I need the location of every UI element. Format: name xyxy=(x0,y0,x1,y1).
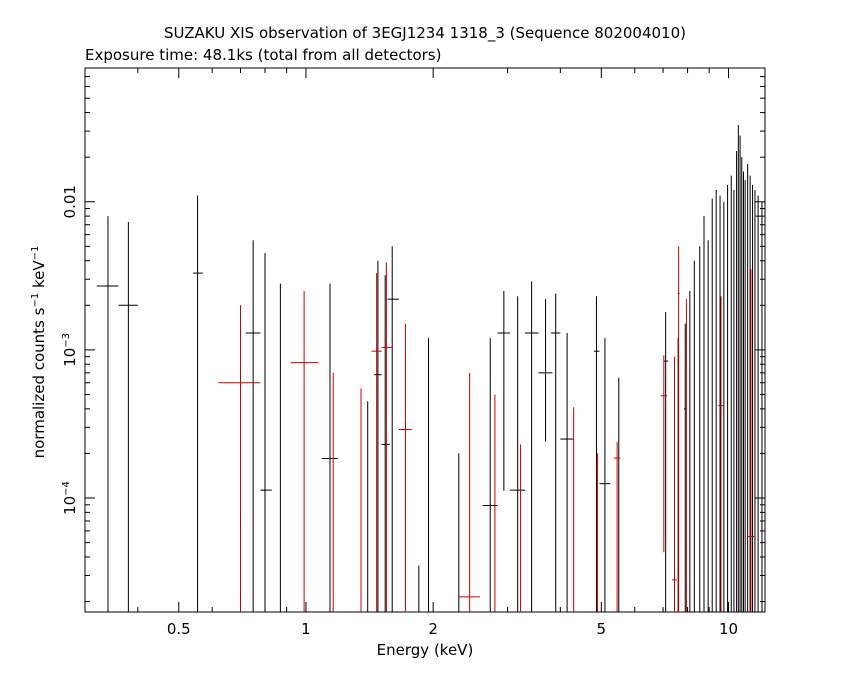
x-tick-label: 10 xyxy=(719,620,738,638)
y-axis-label: normalized counts s−1 keV−1 xyxy=(30,246,48,459)
y-axis-label-exp2: −1 xyxy=(30,246,41,261)
y-tick-label-exponent: −4 xyxy=(61,481,72,496)
y-axis-label-base: normalized counts s xyxy=(30,307,48,458)
x-tick-label: 1 xyxy=(301,620,311,638)
y-tick-label-exponent: −3 xyxy=(61,333,72,348)
x-tick-label: 2 xyxy=(428,620,438,638)
y-tick-label-base: 10 xyxy=(61,348,79,367)
chart-subtitle: Exposure time: 48.1ks (total from all de… xyxy=(85,46,441,64)
x-tick-label: 0.5 xyxy=(167,620,191,638)
series-0 xyxy=(96,124,764,612)
y-axis-label-exp1: −1 xyxy=(30,293,41,308)
y-tick-label: 10−4 xyxy=(61,481,79,515)
y-tick-label: 10−3 xyxy=(61,333,79,367)
series-1 xyxy=(218,246,755,612)
plot-frame xyxy=(84,67,766,613)
y-axis-label-mid: keV xyxy=(30,260,48,293)
y-tick-label-base: 0.01 xyxy=(61,185,79,218)
y-tick-label-base: 10 xyxy=(61,496,79,515)
y-tick-label: 0.01 xyxy=(61,185,79,218)
data-series xyxy=(96,124,764,612)
x-axis-label: Energy (keV) xyxy=(377,641,474,659)
x-tick-label: 5 xyxy=(597,620,607,638)
chart-title: SUZAKU XIS observation of 3EGJ1234 1318_… xyxy=(164,24,686,43)
